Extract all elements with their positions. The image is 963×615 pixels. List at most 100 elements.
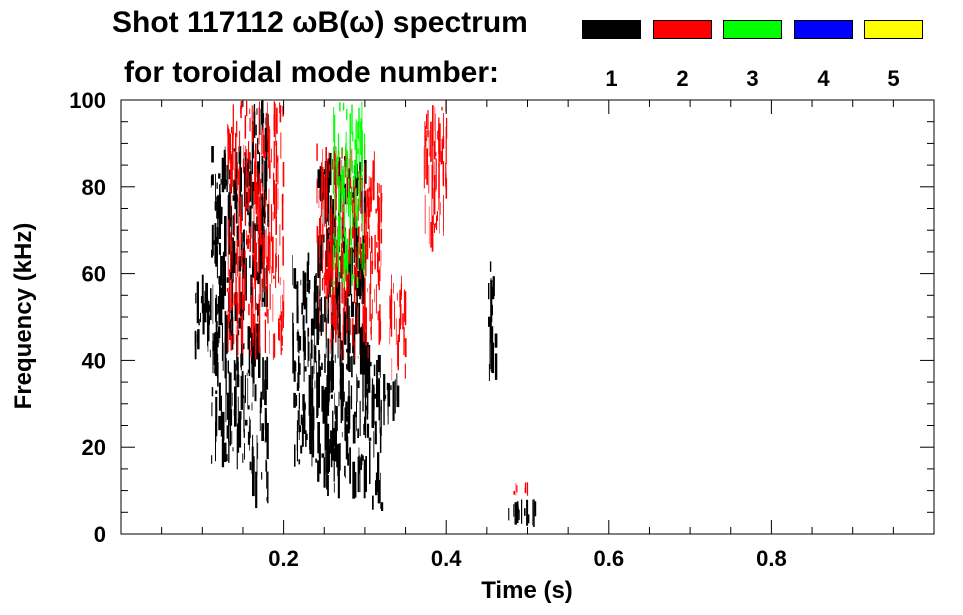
spectrum-streak bbox=[337, 133, 340, 162]
spectrum-streak bbox=[363, 305, 365, 342]
spectrum-streak bbox=[264, 190, 266, 224]
spectrum-streak bbox=[348, 251, 349, 273]
spectrum-streak bbox=[354, 273, 357, 291]
series-mode-3 bbox=[332, 101, 366, 295]
spectrum-streak bbox=[389, 327, 391, 345]
spectrum-streak bbox=[403, 289, 405, 322]
spectrum-streak bbox=[361, 249, 363, 270]
legend-swatch-mode-5 bbox=[864, 20, 923, 39]
spectrum-streak bbox=[276, 107, 278, 134]
spectrum-streak bbox=[259, 411, 261, 431]
spectrum-streak bbox=[249, 226, 252, 252]
spectrum-region-mode-2-0 bbox=[226, 100, 285, 360]
spectrum-streak bbox=[272, 212, 274, 221]
legend-swatch-mode-1 bbox=[582, 20, 641, 39]
spectrum-streak bbox=[329, 152, 332, 186]
spectrum-streak bbox=[246, 245, 248, 249]
spectrum-streak bbox=[379, 228, 381, 261]
spectrum-streak bbox=[255, 326, 256, 349]
spectrum-streak bbox=[227, 314, 229, 353]
spectrum-streak bbox=[358, 460, 361, 474]
spectrum-streak bbox=[377, 183, 379, 211]
spectrum-streak bbox=[358, 138, 360, 165]
spectrum-streak bbox=[229, 332, 231, 340]
spectrum-streak bbox=[221, 157, 225, 193]
spectrum-streak bbox=[488, 363, 490, 381]
spectrum-streak bbox=[396, 292, 398, 301]
spectrum-streak bbox=[330, 430, 333, 468]
spectrum-streak bbox=[233, 334, 235, 345]
spectrum-streak bbox=[282, 162, 285, 187]
spectrum-streak bbox=[345, 424, 348, 460]
spectrum-streak bbox=[319, 291, 320, 327]
legend-label-mode-4: 4 bbox=[817, 66, 830, 91]
spectrum-streak bbox=[324, 308, 327, 316]
spectrum-streak bbox=[239, 167, 242, 192]
spectrum-streak bbox=[351, 301, 355, 317]
spectrum-streak bbox=[252, 105, 254, 140]
spectrum-streak bbox=[252, 379, 254, 397]
spectrum-streak bbox=[228, 192, 232, 227]
spectrum-streak bbox=[230, 335, 233, 351]
spectrum-streak bbox=[372, 170, 373, 191]
spectrum-streak bbox=[231, 126, 233, 134]
spectrum-streak bbox=[232, 215, 235, 235]
spectrum-streak bbox=[339, 174, 341, 217]
spectrum-streak bbox=[431, 164, 434, 199]
spectrum-streak bbox=[346, 149, 348, 158]
spectrum-streak bbox=[270, 204, 273, 242]
spectrum-streak bbox=[246, 192, 248, 212]
spectrum-streak bbox=[305, 433, 308, 440]
spectrum-streak bbox=[327, 314, 329, 324]
spectrum-streak bbox=[308, 283, 310, 294]
spectrum-streak bbox=[197, 329, 200, 350]
spectrum-streak bbox=[271, 148, 272, 163]
spectrum-streak bbox=[364, 277, 366, 315]
spectrum-streak bbox=[430, 222, 432, 248]
spectrum-streak bbox=[238, 276, 241, 315]
spectrum-streak bbox=[225, 358, 227, 395]
spectrum-streak bbox=[379, 427, 382, 453]
spectrum-streak bbox=[335, 239, 338, 273]
spectrum-streak bbox=[364, 212, 366, 254]
spectrum-streak bbox=[343, 349, 345, 360]
spectrum-streak bbox=[361, 455, 364, 461]
spectrum-streak bbox=[227, 219, 230, 246]
spectrum-streak bbox=[345, 149, 347, 154]
spectrum-region-mode-2-3 bbox=[423, 100, 448, 252]
spectrum-streak bbox=[266, 461, 268, 489]
spectrum-streak bbox=[257, 308, 258, 322]
spectrum-streak bbox=[202, 303, 205, 335]
spectrum-streak bbox=[244, 250, 246, 260]
spectrum-streak bbox=[235, 363, 237, 398]
spectrum-streak bbox=[341, 217, 344, 241]
spectrum-streak bbox=[332, 360, 334, 390]
spectrum-streak bbox=[363, 459, 366, 499]
spectrum-streak bbox=[247, 431, 251, 445]
spectrum-streak bbox=[333, 245, 335, 270]
spectrum-streak bbox=[339, 174, 342, 213]
x-tick-label: 0.6 bbox=[594, 546, 625, 571]
spectrum-streak bbox=[265, 459, 267, 472]
spectrum-region-mode-1-6 bbox=[383, 373, 400, 426]
spectrum-streak bbox=[426, 114, 428, 130]
spectrum-streak bbox=[226, 425, 229, 439]
spectrum-streak bbox=[372, 495, 374, 510]
spectrum-streak bbox=[294, 444, 296, 467]
spectrum-streak bbox=[359, 170, 361, 200]
spectrum-streak bbox=[237, 396, 239, 434]
spectrum-streak bbox=[243, 152, 246, 156]
spectrum-streak bbox=[354, 341, 356, 360]
spectrum-streak bbox=[357, 198, 359, 221]
spectrum-streak bbox=[429, 152, 431, 156]
spectrum-streak bbox=[369, 361, 372, 367]
spectrum-streak bbox=[338, 391, 340, 407]
spectrum-streak bbox=[346, 108, 348, 120]
spectrum-streak bbox=[334, 157, 336, 185]
spectrum-streak bbox=[319, 323, 321, 332]
spectrum-streak bbox=[248, 141, 250, 160]
spectrum-streak bbox=[242, 158, 245, 173]
legend-swatch-mode-3 bbox=[723, 20, 782, 39]
spectrum-streak bbox=[335, 302, 337, 343]
spectrum-streak bbox=[351, 275, 353, 286]
